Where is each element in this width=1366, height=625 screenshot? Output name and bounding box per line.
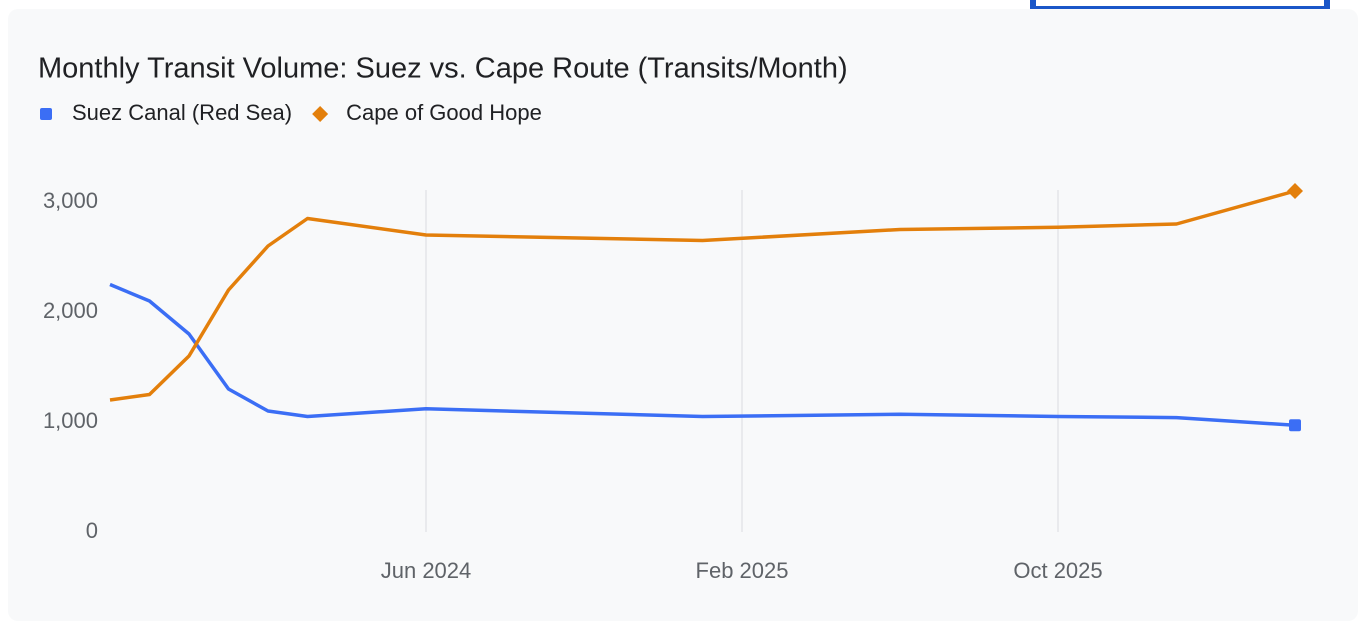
x-tick-label: Feb 2025	[696, 558, 789, 583]
legend-marker	[40, 108, 52, 120]
x-tick-label: Jun 2024	[381, 558, 472, 583]
legend-marker	[312, 106, 329, 122]
y-tick-label: 1,000	[43, 408, 98, 433]
end-marker	[1289, 419, 1301, 432]
y-tick-label: 3,000	[43, 188, 98, 213]
legend-label: Suez Canal (Red Sea)	[72, 100, 292, 125]
x-tick-label: Oct 2025	[1013, 558, 1102, 583]
end-marker	[1287, 183, 1303, 199]
card	[8, 9, 1358, 621]
chart-title: Monthly Transit Volume: Suez vs. Cape Ro…	[38, 53, 848, 85]
y-tick-label: 2,000	[43, 298, 98, 323]
line	[109, 189, 1296, 402]
legend-label: Cape of Good Hope	[346, 100, 542, 125]
line	[109, 282, 1296, 428]
header-tab-inner	[1036, 0, 1324, 6]
y-tick-label: 0	[86, 518, 98, 543]
